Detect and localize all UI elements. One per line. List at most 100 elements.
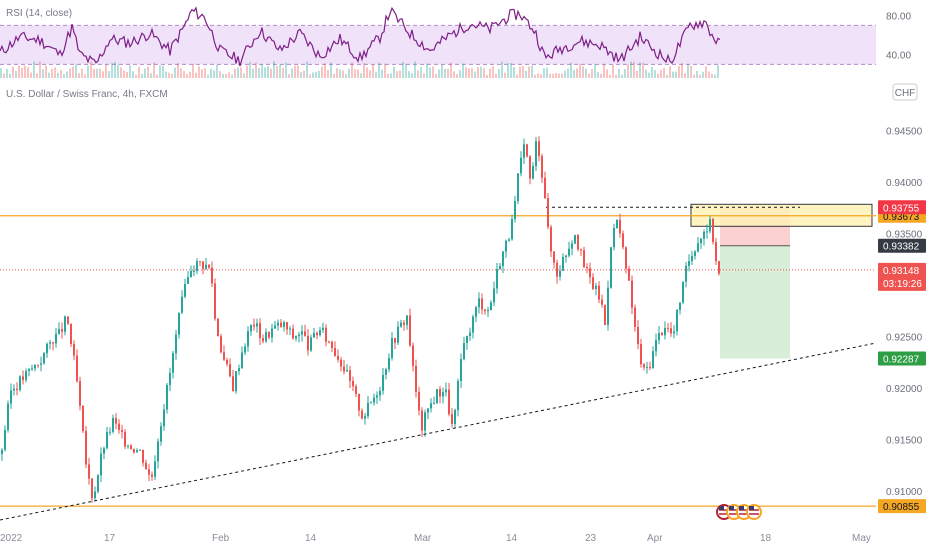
- time-tick-label: May: [852, 533, 871, 544]
- candle-body: [7, 403, 9, 430]
- candle-body: [598, 285, 600, 300]
- candle-body: [256, 323, 258, 327]
- volume-bar: [162, 65, 164, 78]
- time-tick-label: Feb: [212, 533, 230, 544]
- volume-bar: [153, 62, 155, 78]
- volume-bar: [597, 72, 599, 78]
- volume-bar: [348, 68, 350, 78]
- candle-body: [175, 334, 177, 354]
- volume-bar: [681, 63, 683, 78]
- zone-top-tag: [878, 200, 926, 215]
- time-tick-label: Apr: [647, 533, 663, 544]
- currency-badge[interactable]: CHF: [892, 83, 918, 101]
- rsi-band: [0, 25, 876, 65]
- candle-body: [397, 326, 399, 343]
- candle-body: [682, 281, 684, 303]
- candle-body: [298, 334, 300, 337]
- volume-bar: [351, 62, 353, 78]
- candle-body: [418, 391, 420, 411]
- candle-body: [472, 316, 474, 333]
- candle-body: [652, 351, 654, 369]
- volume-bar: [180, 68, 182, 78]
- rsi-title: RSI (14, close): [6, 8, 72, 19]
- volume-bar: [126, 71, 128, 78]
- volume-bar: [108, 71, 110, 78]
- volume-bar: [216, 64, 218, 78]
- volume-bar: [324, 63, 326, 78]
- volume-bar: [627, 64, 629, 78]
- candle-body: [154, 461, 156, 477]
- volume-bar: [84, 74, 86, 78]
- candle-body: [400, 322, 402, 327]
- volume-bar: [318, 70, 320, 78]
- time-axis: 2022 17 Feb 14 Mar 14 23 Apr 18 May: [0, 533, 871, 544]
- candle-body: [16, 388, 18, 390]
- volume-bar: [426, 63, 428, 78]
- candle-body: [67, 316, 69, 324]
- volume-bar: [411, 73, 413, 78]
- support-tag: [878, 499, 926, 514]
- candle-body: [94, 491, 96, 499]
- volume-bar: [390, 73, 392, 78]
- volume-bar: [228, 72, 230, 78]
- rsi-tick-label: 80.00: [886, 12, 911, 23]
- candle-body: [577, 234, 579, 250]
- volume-bar: [204, 68, 206, 78]
- candle-body: [415, 365, 417, 392]
- volume-bar: [132, 71, 134, 78]
- candle-body: [49, 342, 51, 344]
- volume-bar: [198, 66, 200, 78]
- candle-body: [322, 327, 324, 330]
- candle-body: [574, 234, 576, 244]
- candle-body: [493, 288, 495, 303]
- candle-body: [556, 262, 558, 277]
- candle-body: [409, 315, 411, 346]
- price-tick-label: 0.92000: [886, 384, 923, 395]
- candle-body: [376, 395, 378, 398]
- event-flag-canton: [739, 506, 744, 510]
- volume-bar: [651, 66, 653, 78]
- candle-body: [535, 141, 537, 167]
- volume-bar: [696, 70, 698, 78]
- candle-body: [271, 328, 273, 338]
- candle-body: [301, 331, 303, 335]
- candle-body: [55, 333, 57, 344]
- candle-body: [451, 414, 453, 425]
- volume-bar: [165, 71, 167, 78]
- volume-bar: [489, 68, 491, 78]
- volume-bar: [606, 69, 608, 78]
- volume-bar: [507, 63, 509, 78]
- candle-body: [553, 251, 555, 263]
- candle-body: [22, 376, 24, 381]
- volume-bar: [600, 73, 602, 78]
- candle-body: [427, 408, 429, 413]
- volume-bar: [321, 66, 323, 78]
- volume-bar: [111, 62, 113, 78]
- volume-bar: [540, 74, 542, 78]
- candle-body: [658, 332, 660, 341]
- candle-body: [166, 385, 168, 410]
- candle-body: [508, 239, 510, 241]
- candle-body: [541, 156, 543, 178]
- candle-body: [85, 431, 87, 465]
- volume-bar: [396, 71, 398, 78]
- volume-bar: [459, 70, 461, 78]
- candle-body: [628, 268, 630, 281]
- us-flag-events-icon[interactable]: [716, 504, 762, 520]
- volume-bar: [252, 68, 254, 78]
- candle-body: [226, 359, 228, 365]
- volume-bar: [150, 73, 152, 78]
- candle-body: [325, 327, 327, 342]
- volume-bar: [69, 68, 71, 78]
- volume-bar: [528, 66, 530, 78]
- volume-bar: [483, 68, 485, 78]
- volume-bar: [657, 73, 659, 78]
- volume-bar: [567, 68, 569, 78]
- volume-bar: [129, 65, 131, 78]
- candle-body: [277, 322, 279, 326]
- current-tag: [878, 262, 926, 291]
- volume-bar: [51, 68, 53, 78]
- candle-body: [667, 327, 669, 329]
- candle-body: [475, 307, 477, 317]
- candle-body: [202, 261, 204, 269]
